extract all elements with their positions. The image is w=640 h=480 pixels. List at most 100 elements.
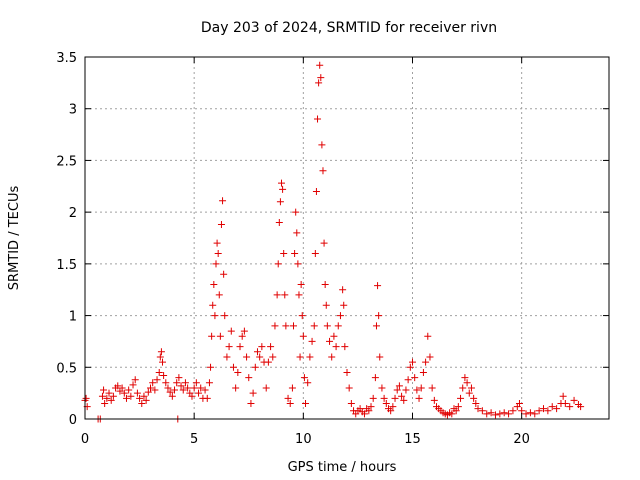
data-point <box>300 374 308 382</box>
data-point <box>308 337 316 345</box>
data-point <box>314 115 322 123</box>
data-point <box>413 386 421 394</box>
data-point <box>400 396 408 404</box>
data-point <box>472 399 480 407</box>
points-layer <box>81 61 585 423</box>
data-point <box>298 312 306 320</box>
data-point <box>210 281 218 289</box>
data-point <box>144 388 152 396</box>
data-point <box>372 322 380 330</box>
data-point <box>273 291 281 299</box>
data-point <box>296 353 304 361</box>
data-point <box>422 358 430 366</box>
data-point <box>505 410 513 418</box>
data-point <box>297 281 305 289</box>
data-point <box>491 411 499 419</box>
data-point <box>105 389 113 397</box>
data-point <box>245 374 253 382</box>
data-point <box>522 410 530 418</box>
data-point <box>474 405 482 413</box>
data-point <box>209 301 217 309</box>
data-point <box>540 405 547 413</box>
data-point <box>122 394 130 402</box>
data-point <box>334 322 342 330</box>
data-point <box>322 301 330 309</box>
x-axis-label: GPS time / hours <box>288 460 397 475</box>
data-point <box>577 403 585 411</box>
data-point <box>452 407 460 415</box>
data-point <box>173 379 181 387</box>
data-point <box>341 343 349 351</box>
data-point <box>321 281 329 289</box>
data-point <box>171 386 179 394</box>
data-point <box>389 403 397 411</box>
data-point <box>526 409 534 417</box>
data-point <box>347 399 355 407</box>
data-point <box>290 322 298 330</box>
data-point <box>415 394 423 402</box>
data-point <box>149 379 157 387</box>
data-point <box>159 358 167 366</box>
data-point <box>454 403 462 411</box>
data-point <box>240 327 248 335</box>
data-point <box>131 376 139 384</box>
data-point <box>395 382 403 390</box>
data-point <box>147 384 154 392</box>
data-point <box>258 343 266 351</box>
x-tick-label: 15 <box>404 432 421 447</box>
data-point <box>330 332 338 340</box>
data-point <box>426 353 434 361</box>
data-point <box>336 312 344 320</box>
data-point <box>457 394 465 402</box>
data-point <box>100 386 108 394</box>
data-point <box>223 353 231 361</box>
data-point <box>509 407 517 415</box>
data-point <box>160 372 168 380</box>
data-point <box>82 394 90 402</box>
data-point <box>406 363 414 371</box>
y-tick-label: 0 <box>69 413 77 428</box>
data-point <box>419 368 427 376</box>
data-point <box>317 74 325 82</box>
data-point <box>367 403 375 411</box>
plot-frame <box>84 56 610 420</box>
data-point <box>448 410 456 418</box>
data-point <box>311 250 319 258</box>
data-point <box>192 379 200 387</box>
data-point <box>262 384 270 392</box>
data-point <box>208 332 216 340</box>
data-point <box>251 363 259 371</box>
data-point <box>282 322 290 330</box>
data-point <box>201 386 209 394</box>
data-point <box>211 312 219 320</box>
data-point <box>214 250 222 258</box>
data-point <box>318 141 326 149</box>
data-point <box>114 382 122 390</box>
data-point <box>177 382 185 390</box>
data-point <box>184 384 192 392</box>
x-tick-label: 0 <box>81 432 89 447</box>
data-point <box>179 386 187 394</box>
data-point <box>293 229 301 237</box>
data-point <box>463 379 471 387</box>
chart-title: Day 203 of 2024, SRMTID for receiver riv… <box>201 20 497 36</box>
data-point <box>243 353 251 361</box>
data-point <box>326 337 334 345</box>
data-point <box>570 396 578 404</box>
data-point <box>566 403 574 411</box>
data-point <box>288 384 296 392</box>
data-point <box>101 399 109 407</box>
data-point <box>278 179 285 187</box>
data-point <box>207 363 215 371</box>
data-point <box>393 386 401 394</box>
data-point <box>304 379 312 387</box>
data-point <box>302 399 310 407</box>
data-point <box>531 410 539 418</box>
data-point <box>548 403 556 411</box>
data-point <box>299 332 307 340</box>
x-tick-label: 5 <box>190 432 198 447</box>
data-point <box>332 343 340 351</box>
data-point <box>371 374 379 382</box>
data-point <box>559 392 567 400</box>
